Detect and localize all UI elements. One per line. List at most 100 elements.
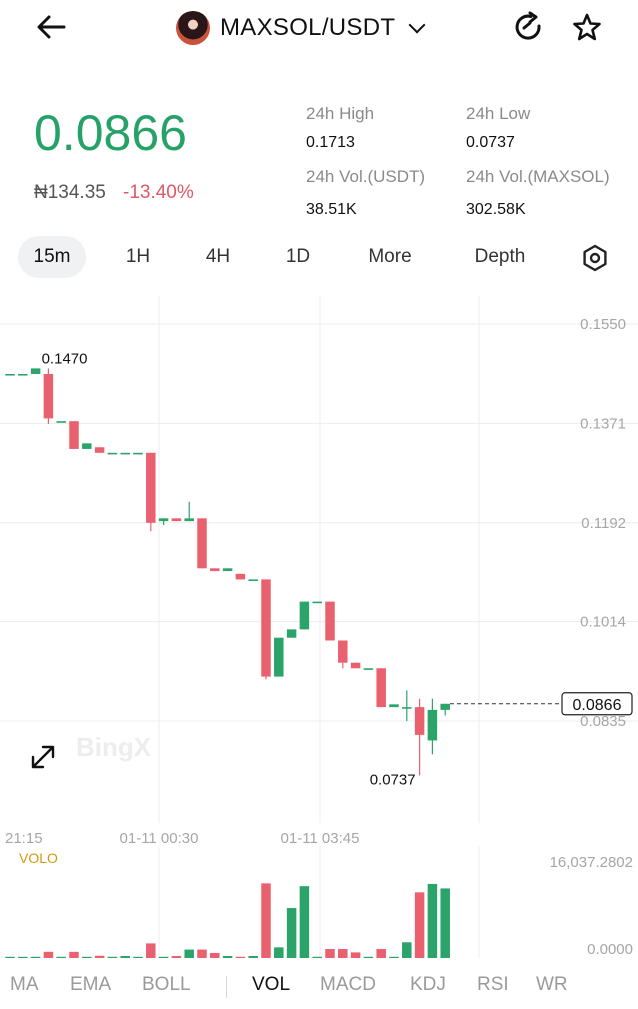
indicator-macd[interactable]: MACD: [320, 974, 376, 995]
stat-value-24h-high: 0.1713: [306, 134, 355, 151]
volume-bar: [235, 956, 246, 958]
tab-15m[interactable]: 15m: [18, 236, 86, 278]
indicator-wr[interactable]: WR: [536, 974, 568, 995]
candle-body: [440, 703, 450, 710]
volume-bar: [94, 955, 105, 958]
stat-label-24h-vol-usdt: 24h Vol.(USDT): [306, 167, 426, 186]
candlestick-chart[interactable]: 0.1550 0.1371 0.1192 0.1014 0.0835 BingX 0.147…: [0, 296, 638, 856]
y-tick-label: 0.1014: [580, 614, 626, 631]
tab-depth[interactable]: Depth: [474, 246, 526, 267]
volume-bar: [274, 947, 284, 958]
fiat-price: ₦134.35: [34, 182, 106, 203]
tab-1d[interactable]: 1D: [285, 246, 311, 267]
tab-4h[interactable]: 4H: [205, 246, 231, 267]
indicator-rsi[interactable]: RSI: [477, 974, 509, 995]
y-tick-label: 0.1371: [580, 415, 626, 432]
expand-icon-path: [31, 745, 55, 769]
indicator-bar: MA EMA BOLL VOL MACD KDJ RSI WR: [0, 966, 638, 1006]
y-tick-label: 0.1550: [580, 316, 626, 333]
candle-body: [363, 668, 374, 670]
current-price-tag: [561, 692, 633, 716]
candle-body: [222, 568, 233, 572]
indicator-boll[interactable]: BOLL: [142, 974, 191, 995]
stat-value-24h-low: 0.0737: [466, 134, 515, 151]
header: MAXSOL/USDT: [0, 0, 638, 58]
candle-body: [299, 601, 310, 630]
expand-icon[interactable]: [31, 745, 55, 769]
candle-body: [184, 518, 194, 522]
candle-body: [107, 452, 118, 455]
candle-body: [56, 421, 66, 423]
min-price-label: 0.0737: [370, 771, 416, 788]
indicator-ema[interactable]: EMA: [70, 974, 112, 995]
volume-max-tick: 16,037.2802: [550, 854, 633, 871]
volume-bar: [30, 956, 41, 958]
volume-bar: [43, 951, 54, 958]
x-tick-label: 21:15: [5, 830, 43, 847]
watermark: BingX: [76, 732, 152, 762]
volume-bar: [82, 956, 92, 958]
candle-body: [248, 579, 258, 582]
volume-chart: VOLO 16,037.2802 0.0000: [5, 846, 633, 958]
candle-body: [350, 662, 361, 669]
indicator-ma[interactable]: MA: [10, 974, 39, 995]
volume-bar: [376, 949, 386, 958]
volume-bar: [299, 886, 310, 958]
refresh-icon[interactable]: [511, 10, 545, 44]
candle-body: [414, 707, 425, 735]
volume-bar: [171, 956, 182, 958]
candle-body: [146, 452, 156, 523]
candle-body: [43, 373, 54, 419]
candle-body: [133, 452, 143, 455]
volume-bar: [158, 956, 169, 958]
volume-bar: [312, 956, 322, 958]
candle-body: [427, 709, 438, 741]
current-price-label: 0.0866: [573, 697, 622, 714]
candle-body: [312, 601, 322, 604]
volume-bar: [56, 956, 66, 958]
candle-body: [69, 421, 79, 449]
volume-bar: [414, 892, 425, 958]
candle-body: [158, 518, 169, 522]
volume-bar: [184, 949, 194, 958]
pair-name: MAXSOL/USDT: [220, 14, 396, 41]
token-avatar: [176, 11, 210, 45]
x-tick-label: 01-11 03:45: [281, 830, 360, 847]
volume-bar: [107, 956, 118, 958]
back-arrow-icon[interactable]: [34, 10, 68, 44]
tab-more[interactable]: More: [368, 246, 412, 267]
star-icon[interactable]: [570, 10, 604, 44]
volume-bar: [427, 883, 438, 958]
stat-label-24h-vol-maxsol: 24h Vol.(MAXSOL): [466, 167, 610, 186]
candle-body: [94, 447, 105, 453]
volume-bar: [210, 952, 220, 958]
volume-bar: [389, 956, 399, 958]
volume-bar: [222, 956, 233, 958]
volume-bar: [248, 956, 258, 958]
tab-1h[interactable]: 1H: [125, 246, 151, 267]
indicator-vol[interactable]: VOL: [252, 974, 291, 995]
volume-zero-tick: 0.0000: [587, 941, 633, 958]
pair-selector[interactable]: MAXSOL/USDT: [176, 10, 426, 46]
volume-bar: [286, 908, 297, 958]
candle-body: [286, 629, 297, 638]
chart-settings-icon[interactable]: [581, 244, 609, 272]
x-tick-label: 01-11 00:30: [120, 830, 199, 847]
max-price-label: 0.1470: [42, 350, 88, 367]
candle-body: [120, 452, 130, 455]
chevron-down-icon: [408, 16, 426, 34]
volume-bar: [146, 943, 156, 958]
indicator-kdj[interactable]: KDJ: [410, 974, 446, 995]
volume-bar: [69, 951, 79, 958]
y-tick-label: 0.0835: [580, 713, 626, 730]
interval-tabs: 15m 1H 4H 1D More Depth: [0, 232, 638, 282]
stat-label-24h-high: 24h High: [306, 104, 375, 123]
candle-body: [171, 518, 182, 522]
candle-body: [82, 443, 92, 449]
volume-bar: [18, 956, 28, 958]
candle-body: [338, 640, 348, 663]
candle-body: [18, 373, 28, 376]
volume-bar: [338, 949, 348, 958]
price-change: -13.40%: [123, 182, 194, 203]
candle-body: [5, 373, 15, 376]
